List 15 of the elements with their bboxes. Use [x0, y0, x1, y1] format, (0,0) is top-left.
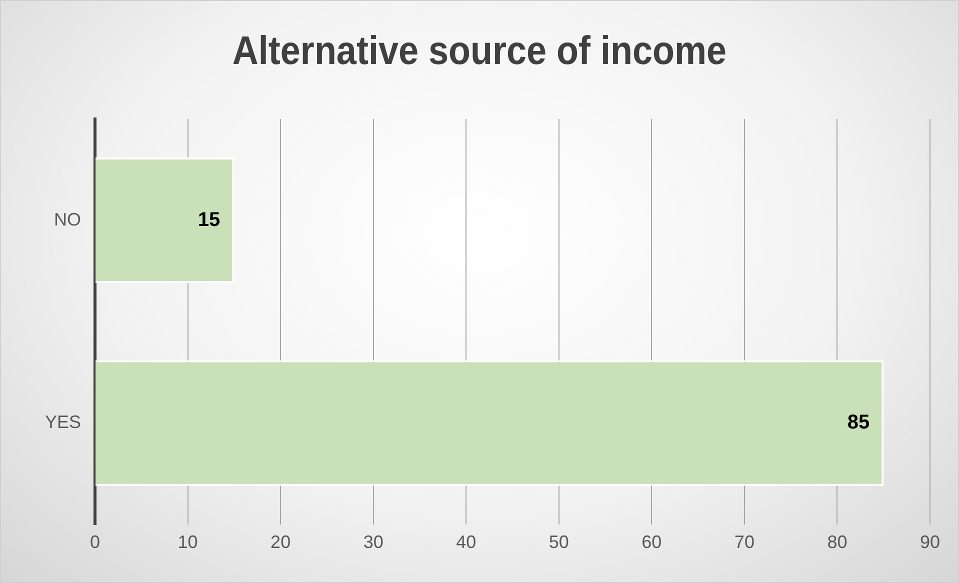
x-tick-label: 30: [363, 532, 384, 552]
x-tick-label: 70: [734, 532, 754, 552]
y-tick-label: NO: [54, 209, 82, 230]
x-tick-label: 20: [270, 532, 291, 552]
x-tick-label: 0: [90, 532, 100, 552]
data-label: 85: [847, 412, 870, 434]
x-tick-label: 10: [178, 532, 198, 552]
x-tick-label: 90: [920, 532, 940, 552]
data-label: 15: [198, 208, 220, 231]
x-tick-label: 40: [456, 532, 476, 552]
y-tick-label: YES: [44, 412, 82, 432]
chart-title: Alternative source of income: [231, 29, 728, 74]
x-tick-label: 80: [827, 532, 848, 552]
x-tick-label: 50: [548, 532, 569, 552]
x-tick-label: 60: [642, 532, 662, 552]
